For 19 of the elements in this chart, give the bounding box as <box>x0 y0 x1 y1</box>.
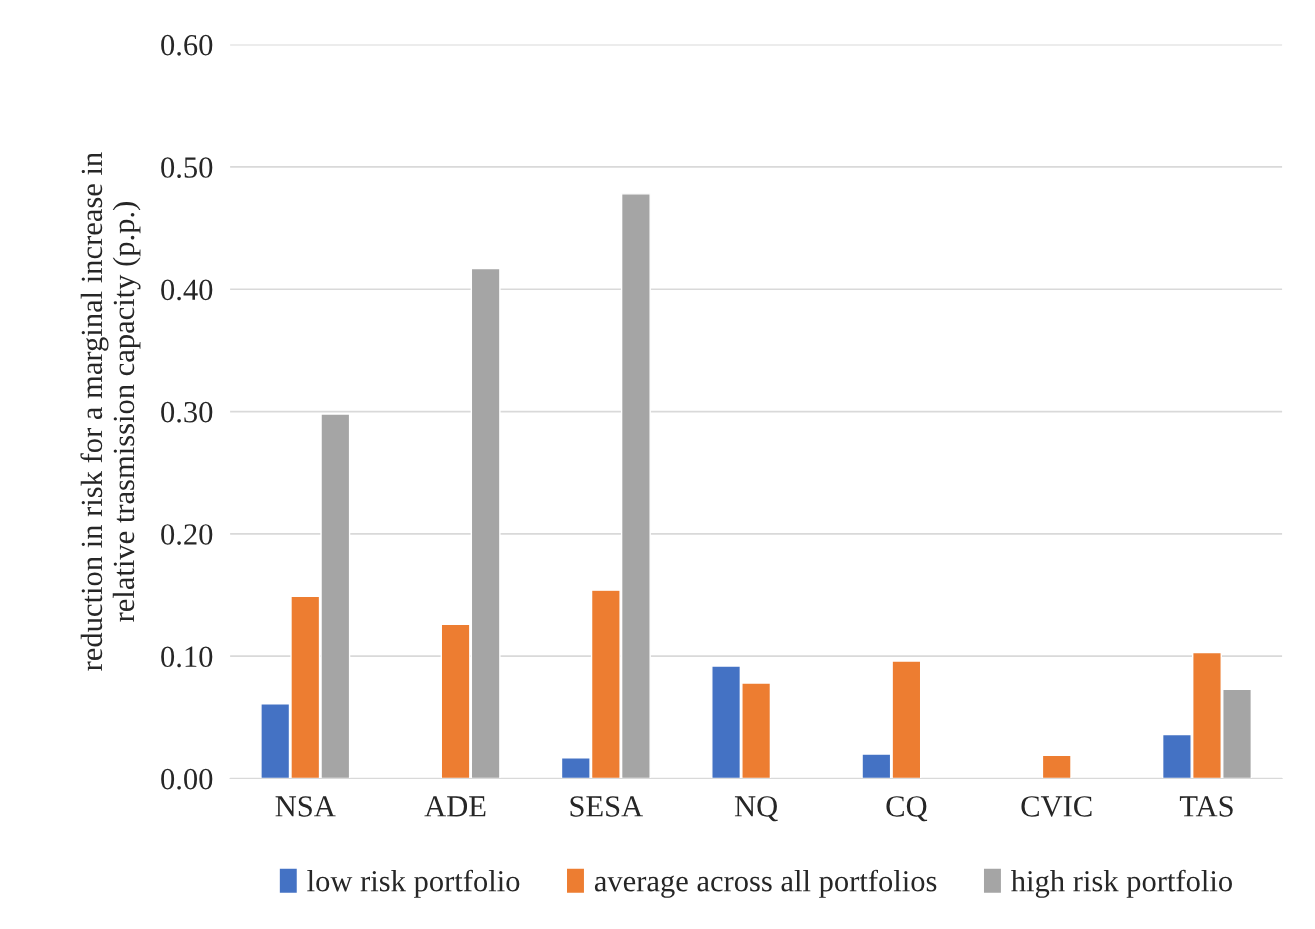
x-tick-label: TAS <box>1179 796 1233 817</box>
bar <box>1041 754 1072 779</box>
x-tick-label: CQ <box>886 796 928 822</box>
legend-label: low risk portfolio <box>307 869 520 898</box>
x-tick-label: ADE <box>424 796 486 817</box>
x-tick-label: NQ <box>734 796 778 822</box>
y-tick-label: 0.60 <box>161 34 213 56</box>
y-tick-label: 0.10 <box>161 646 213 668</box>
y-axis-title: reduction in risk for a marginal increase in relative trasmission capacity (p.p.) <box>80 152 141 671</box>
legend-label: average across all portfolios <box>594 869 937 898</box>
legend-label: high risk portfolio <box>1011 869 1232 898</box>
y-tick-label: 0.30 <box>161 401 213 423</box>
y-tick-label: 0.50 <box>161 157 213 178</box>
x-tick-label: SESA <box>570 796 643 817</box>
y-tick-label: 0.20 <box>161 524 213 545</box>
x-tick-label: NSA <box>275 796 336 817</box>
x-tick-label: CVIC <box>1021 796 1092 817</box>
y-tick-label: 0.40 <box>161 279 213 301</box>
y-tick-label: 0.00 <box>161 768 213 790</box>
